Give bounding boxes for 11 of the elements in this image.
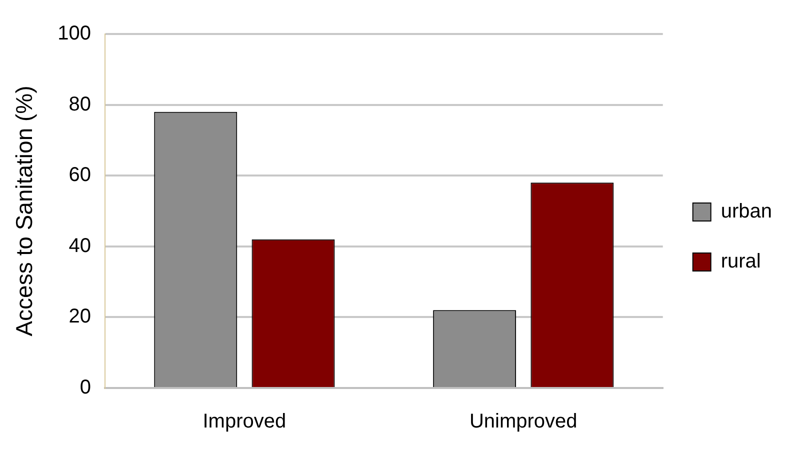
y-axis-title: Access to Sanitation (%) [11,86,38,336]
x-tick-label: Unimproved [469,410,578,433]
y-tick-label: 20 [68,306,91,328]
legend-label: urban [720,200,772,223]
y-tick-label: 100 [58,22,91,45]
legend-label: rural [720,250,761,273]
y-tick-label: 0 [80,376,91,399]
x-tick-label: Improved [202,410,286,433]
y-tick-label: 60 [68,164,91,186]
y-tick-label: 40 [68,234,91,257]
y-tick-label: 80 [68,93,91,116]
